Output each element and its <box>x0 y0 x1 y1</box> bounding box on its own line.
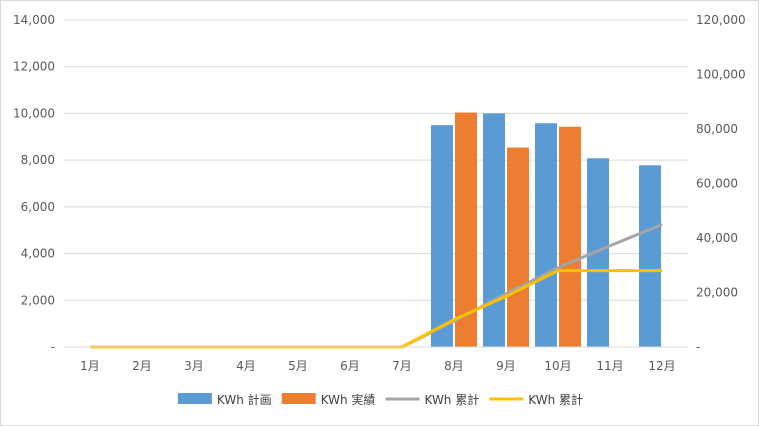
left-tick-label: 6,000 <box>21 200 55 214</box>
left-tick-label: - <box>51 340 55 354</box>
x-tick-label: 1月 <box>80 359 100 373</box>
x-tick-label: 3月 <box>184 359 204 373</box>
legend-swatch <box>177 393 212 404</box>
right-tick-label: 80,000 <box>696 122 738 136</box>
legend-label: KWh 累計 <box>528 392 583 407</box>
x-tick-label: 10月 <box>544 359 571 373</box>
x-tick-label: 11月 <box>596 359 623 373</box>
right-tick-label: - <box>696 340 700 354</box>
legend-item: KWh 計画 <box>177 392 272 407</box>
right-tick-label: 20,000 <box>696 286 738 300</box>
left-tick-label: 2,000 <box>21 293 55 307</box>
legend-label: KWh 実績 <box>321 392 376 407</box>
bar-plan <box>587 158 609 347</box>
bar-plan <box>431 125 453 347</box>
bar-actual <box>455 112 477 347</box>
legend-label: KWh 累計 <box>425 392 480 407</box>
x-tick-label: 5月 <box>288 359 308 373</box>
x-tick-label: 7月 <box>392 359 412 373</box>
right-tick-label: 40,000 <box>696 231 738 245</box>
bar-actual <box>559 126 581 347</box>
x-tick-label: 12月 <box>648 359 675 373</box>
left-axis: - 2,000 4,000 6,000 8,000 10,000 12,000 14,000 <box>13 13 55 354</box>
right-axis: - 20,000 40,000 60,000 80,000 100,000 120,000 <box>696 13 746 354</box>
right-tick-label: 120,000 <box>696 13 746 27</box>
legend-item: KWh 実績 <box>281 392 376 407</box>
x-tick-label: 6月 <box>340 359 360 373</box>
x-tick-label: 2月 <box>132 359 152 373</box>
right-tick-label: 60,000 <box>696 177 738 191</box>
left-tick-label: 10,000 <box>13 106 55 120</box>
bar-plan <box>639 165 661 347</box>
left-tick-label: 4,000 <box>21 247 55 261</box>
left-tick-label: 8,000 <box>21 153 55 167</box>
bar-plan <box>535 123 557 347</box>
legend-label: KWh 計画 <box>217 392 272 407</box>
gridlines <box>64 19 688 348</box>
legend-item: KWh 累計 <box>385 392 480 407</box>
left-tick-label: 12,000 <box>13 60 55 74</box>
legend-item: KWh 累計 <box>489 392 583 407</box>
legend-swatch <box>281 393 316 404</box>
x-tick-label: 4月 <box>236 359 256 373</box>
left-tick-label: 14,000 <box>13 13 55 27</box>
x-tick-label: 8月 <box>444 359 464 373</box>
x-tick-label: 9月 <box>496 359 516 373</box>
legend: KWh 計画 KWh 実績 KWh 累計 KWh 累計 <box>177 392 583 407</box>
bar-plan <box>483 113 505 347</box>
right-tick-label: 100,000 <box>696 68 746 82</box>
bar-actual <box>507 147 529 347</box>
bar-series <box>431 112 661 347</box>
x-axis: 1月 2月 3月 4月 5月 6月 7月 8月 9月 10月 11月 12月 <box>64 346 688 373</box>
